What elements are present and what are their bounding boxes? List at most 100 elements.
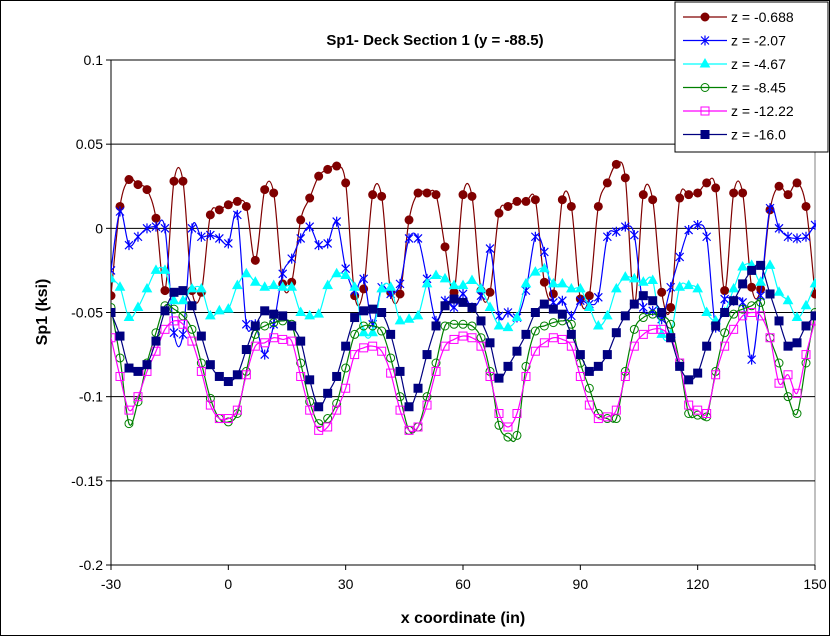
data-point	[160, 306, 170, 316]
data-point	[341, 178, 351, 188]
data-point	[151, 221, 161, 232]
data-point	[782, 294, 794, 305]
data-point	[124, 405, 134, 415]
data-point	[178, 286, 188, 296]
data-point	[431, 190, 441, 200]
data-point	[250, 321, 260, 331]
data-point	[494, 310, 504, 321]
data-point	[395, 366, 405, 376]
data-point	[169, 287, 179, 297]
data-point	[774, 378, 784, 388]
data-point	[458, 288, 468, 299]
data-point	[792, 233, 802, 244]
data-point	[583, 301, 595, 311]
data-point	[648, 195, 658, 205]
data-point	[611, 328, 621, 338]
data-point	[195, 282, 207, 293]
data-point	[756, 311, 766, 321]
legend-item: z = -16.0	[683, 127, 786, 143]
data-point	[593, 414, 603, 424]
data-point	[377, 191, 387, 201]
data-point	[439, 272, 451, 283]
data-point	[801, 321, 811, 331]
data-point	[520, 277, 532, 288]
legend: z = -0.688 z = -2.07 z = -4.67 z = -8.45 z =…	[674, 1, 829, 153]
series-line	[111, 311, 816, 433]
data-point	[395, 289, 405, 299]
data-point	[305, 221, 315, 232]
data-point	[214, 371, 224, 381]
data-point	[386, 368, 396, 378]
data-point	[449, 334, 459, 344]
data-point	[232, 196, 242, 206]
data-point	[187, 223, 197, 234]
data-point	[449, 302, 459, 313]
data-point	[124, 240, 134, 251]
data-point	[611, 405, 621, 415]
data-point	[296, 233, 306, 244]
data-point	[287, 253, 297, 264]
data-point	[260, 185, 270, 195]
data-point	[584, 383, 594, 393]
data-point	[250, 341, 260, 351]
legend-label: z = -8.45	[731, 80, 786, 96]
data-point	[729, 324, 739, 334]
data-point	[666, 333, 676, 343]
legend-item: z = -8.45	[683, 80, 786, 96]
data-point	[196, 366, 206, 376]
series-group	[111, 159, 816, 443]
data-point	[115, 371, 125, 381]
data-point	[376, 282, 388, 293]
data-point	[557, 309, 567, 319]
data-point	[547, 277, 559, 288]
data-point	[574, 282, 586, 293]
data-point	[340, 269, 352, 279]
data-point	[269, 333, 279, 343]
data-point	[385, 281, 396, 291]
data-point	[268, 279, 280, 290]
data-point	[204, 309, 216, 320]
data-point	[720, 341, 730, 351]
data-point	[648, 296, 658, 306]
data-point	[485, 243, 495, 254]
data-point	[539, 321, 549, 331]
data-point	[196, 231, 206, 242]
data-point	[111, 272, 117, 283]
data-point	[666, 302, 676, 312]
data-point	[675, 251, 685, 262]
data-point	[295, 306, 307, 316]
data-point	[530, 346, 540, 356]
data-point	[647, 274, 659, 285]
data-point	[765, 289, 775, 299]
data-point	[512, 346, 522, 356]
data-point	[133, 366, 143, 376]
data-point	[296, 336, 306, 346]
data-point	[756, 297, 766, 307]
x-tick-label: 90	[573, 576, 589, 592]
data-point	[241, 319, 251, 330]
data-point	[458, 297, 468, 307]
data-point	[449, 319, 459, 329]
x-tick-label: 120	[686, 576, 710, 592]
data-point	[512, 196, 522, 206]
data-point	[359, 306, 369, 316]
data-point	[693, 405, 703, 415]
data-point	[386, 353, 396, 363]
data-point	[296, 215, 306, 225]
data-point	[404, 425, 414, 435]
data-point	[187, 324, 197, 334]
data-point	[810, 219, 816, 230]
data-point	[269, 188, 279, 198]
data-point	[728, 282, 740, 293]
data-point	[196, 331, 206, 341]
data-point	[186, 282, 198, 293]
data-point	[530, 308, 540, 317]
data-point	[241, 201, 251, 211]
data-point	[213, 304, 225, 315]
data-point	[638, 329, 648, 339]
data-point	[421, 277, 433, 288]
data-point	[584, 400, 594, 410]
data-point	[602, 231, 612, 242]
data-point	[702, 341, 712, 351]
